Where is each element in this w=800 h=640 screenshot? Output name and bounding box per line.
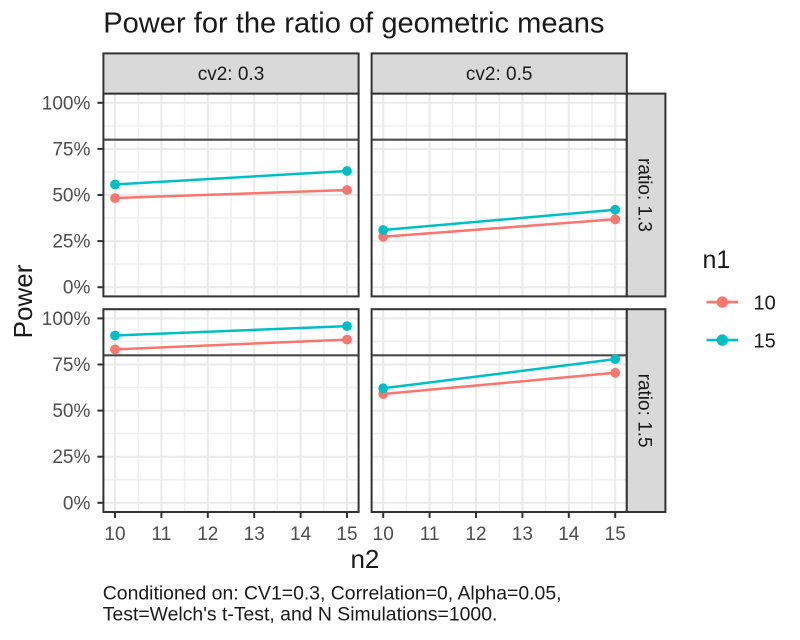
svg-text:100%: 100% [42, 93, 91, 114]
svg-text:0%: 0% [63, 493, 91, 514]
svg-text:10: 10 [104, 524, 125, 545]
svg-text:cv2: 0.5: cv2: 0.5 [466, 64, 533, 85]
svg-text:12: 12 [197, 524, 218, 545]
svg-text:ratio: 1.5: ratio: 1.5 [633, 374, 654, 448]
svg-text:10: 10 [373, 524, 394, 545]
svg-text:25%: 25% [52, 232, 90, 253]
svg-text:ratio: 1.3: ratio: 1.3 [633, 158, 654, 232]
svg-text:13: 13 [512, 524, 533, 545]
svg-text:15: 15 [336, 524, 357, 545]
svg-text:Test=Welch's t-Test, and N Sim: Test=Welch's t-Test, and N Simulations=1… [103, 604, 498, 626]
svg-text:50%: 50% [52, 186, 90, 207]
svg-text:100%: 100% [42, 309, 91, 330]
svg-text:Conditioned on: CV1=0.3, Corre: Conditioned on: CV1=0.3, Correlation=0, … [103, 582, 562, 604]
svg-text:15: 15 [754, 330, 776, 352]
svg-text:n2: n2 [350, 544, 379, 574]
svg-text:75%: 75% [52, 355, 90, 376]
svg-text:12: 12 [465, 524, 486, 545]
svg-text:11: 11 [420, 524, 440, 545]
svg-text:n1: n1 [703, 246, 731, 274]
svg-text:14: 14 [558, 524, 580, 545]
svg-text:14: 14 [290, 524, 312, 545]
svg-text:10: 10 [754, 292, 776, 314]
svg-text:15: 15 [605, 524, 626, 545]
svg-text:25%: 25% [52, 447, 90, 468]
svg-text:75%: 75% [52, 139, 90, 160]
svg-text:Power: Power [8, 264, 38, 338]
svg-text:50%: 50% [52, 401, 90, 422]
svg-text:cv2: 0.3: cv2: 0.3 [198, 64, 265, 85]
svg-text:Power for the ratio of geometr: Power for the ratio of geometric means [103, 7, 604, 39]
svg-text:0%: 0% [63, 278, 91, 299]
svg-text:13: 13 [244, 524, 265, 545]
svg-text:11: 11 [152, 524, 172, 545]
